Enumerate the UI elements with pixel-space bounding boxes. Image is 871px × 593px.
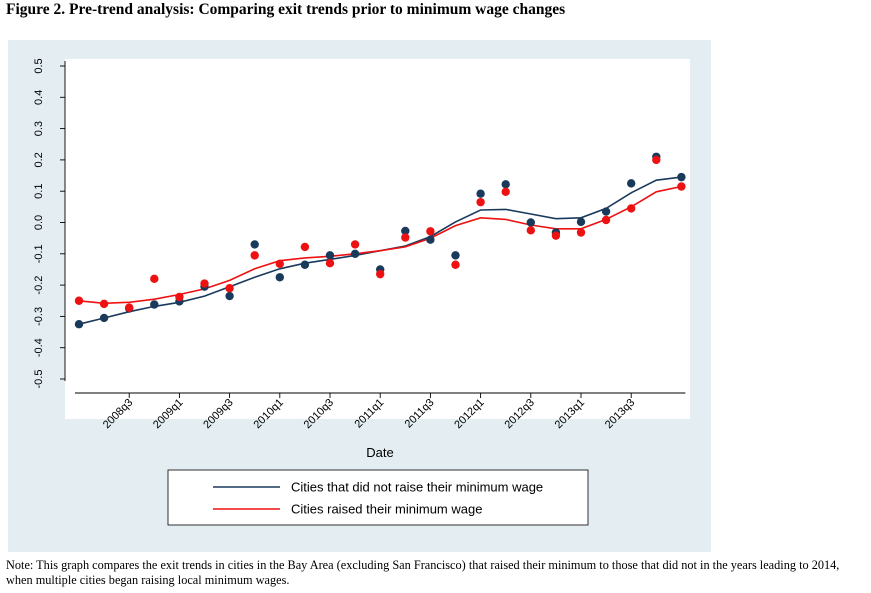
data-point-series-2 — [376, 269, 385, 279]
data-point-series-1 — [601, 207, 611, 216]
x-axis-label: Date — [366, 445, 393, 460]
data-point-series-1 — [74, 320, 84, 329]
data-point-series-2 — [175, 292, 184, 302]
y-tick-label: 0.2 — [33, 152, 45, 167]
data-point-series-1 — [325, 251, 335, 260]
chart-svg: -0.5-0.4-0.3-0.2-0.10.00.10.20.30.40.5 2… — [33, 58, 690, 526]
y-tick-label: -0.5 — [33, 370, 45, 389]
data-point-series-1 — [150, 300, 159, 309]
legend-label-series-2: Cities raised their minimum wage — [291, 502, 482, 517]
y-axis: -0.5 -0.4 -0.3 -0.2 -0.1 0.0 0.1 0.2 0.3 0.4 0.5 — [33, 58, 66, 389]
plot-area — [65, 59, 690, 419]
y-tick-label: 0.5 — [33, 58, 45, 73]
legend-label-series-1: Cities that did not raise their minimum … — [291, 480, 543, 495]
y-tick-label: -0.4 — [33, 338, 45, 357]
data-point-series-2 — [551, 231, 561, 240]
data-point-series-2 — [401, 233, 410, 242]
data-point-series-2 — [150, 274, 159, 284]
data-point-series-1 — [401, 226, 410, 236]
data-point-series-1 — [677, 172, 686, 182]
data-point-series-2 — [501, 187, 510, 197]
data-point-series-2 — [476, 197, 485, 207]
y-tick-label: -0.3 — [33, 307, 45, 326]
data-point-series-2 — [125, 303, 134, 312]
data-point-series-2 — [275, 259, 284, 269]
data-point-series-2 — [300, 242, 310, 252]
data-point-series-2 — [451, 260, 460, 269]
data-point-series-1 — [275, 273, 284, 282]
legend-box — [167, 469, 589, 526]
data-point-series-2 — [325, 258, 335, 268]
data-points — [74, 152, 686, 329]
y-tick-label: 0.4 — [33, 90, 45, 105]
data-point-series-1 — [476, 189, 485, 198]
data-point-series-1 — [300, 260, 310, 269]
y-tick-label: -0.1 — [33, 244, 45, 263]
data-point-series-2 — [426, 227, 435, 236]
data-point-series-2 — [74, 296, 84, 305]
data-point-series-2 — [677, 182, 686, 191]
data-point-series-2 — [250, 251, 259, 260]
data-point-series-2 — [225, 284, 234, 293]
y-tick-label: 0.0 — [33, 215, 45, 230]
data-point-series-2 — [652, 155, 661, 165]
data-point-series-1 — [225, 291, 234, 301]
chart-panel: -0.5 -0.4 -0.3 -0.2 -0.1 0.0 0.1 0.2 0.3 0.4 0.5 2… — [8, 40, 711, 552]
y-tick-label: -0.2 — [33, 276, 45, 295]
legend: Cities that did not raise their minimum … — [167, 469, 589, 526]
data-point-series-2 — [350, 240, 360, 249]
data-point-series-1 — [526, 218, 535, 227]
data-point-series-2 — [627, 204, 636, 213]
data-point-series-1 — [99, 313, 109, 323]
figure-title: Figure 2. Pre-trend analysis: Comparing … — [6, 1, 566, 18]
y-tick-label: 0.3 — [33, 121, 45, 136]
data-point-series-2 — [576, 228, 586, 237]
data-point-series-1 — [350, 249, 360, 258]
y-tick-label: 0.1 — [33, 184, 45, 199]
data-point-series-1 — [627, 179, 636, 188]
data-point-series-2 — [99, 299, 109, 309]
data-point-series-1 — [426, 235, 435, 244]
data-point-series-1 — [451, 251, 460, 260]
data-point-series-2 — [601, 215, 611, 225]
data-point-series-1 — [501, 180, 510, 189]
data-point-series-1 — [576, 217, 586, 227]
data-point-series-2 — [526, 226, 535, 235]
data-point-series-2 — [200, 279, 209, 288]
data-point-series-1 — [250, 240, 259, 249]
figure-note: Note: This graph compares the exit trend… — [6, 558, 840, 587]
